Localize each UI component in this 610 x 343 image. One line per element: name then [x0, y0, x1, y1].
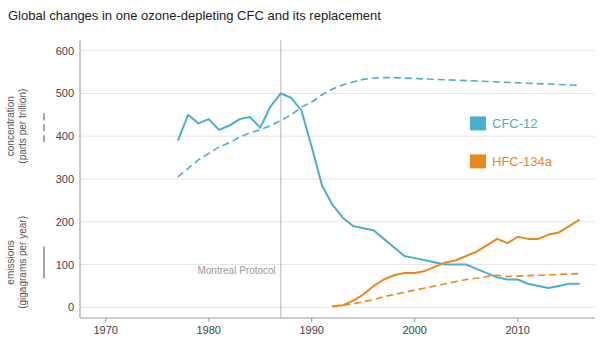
- x-tick-label: 1990: [300, 324, 324, 336]
- y-tick-label: 0: [68, 301, 74, 313]
- x-tick: [517, 318, 518, 322]
- y-tick-label: 100: [56, 259, 74, 271]
- grid-line: [80, 264, 595, 265]
- series-line: [332, 220, 579, 307]
- legend-swatch: [470, 154, 486, 168]
- series-line: [178, 78, 580, 177]
- title: Global changes in one ozone-depleting CF…: [8, 8, 381, 23]
- grid-line: [80, 307, 595, 308]
- chart: Global changes in one ozone-depleting CF…: [0, 0, 610, 343]
- annotation: Montreal Protocol: [197, 265, 275, 276]
- grid-line: [80, 93, 595, 94]
- grid-line: [80, 179, 595, 180]
- x-tick: [414, 318, 415, 322]
- annotation-line: [280, 40, 281, 318]
- x-tick: [105, 318, 106, 322]
- series-line: [178, 93, 580, 288]
- x-tick-label: 2000: [403, 324, 427, 336]
- series-line: [332, 274, 579, 307]
- grid-line: [80, 221, 595, 222]
- grid-line: [80, 50, 595, 51]
- y-label-line: concentration: [5, 96, 16, 156]
- y-label-line: (gigagrams per year): [17, 216, 28, 309]
- y-tick-label: 300: [56, 173, 74, 185]
- x-tick-label: 1970: [94, 324, 118, 336]
- y-tick-label: 200: [56, 216, 74, 228]
- y-label-line: emissions: [5, 240, 16, 284]
- x-tick-label: 2010: [506, 324, 530, 336]
- legend: CFC-12 HFC-134a: [470, 116, 553, 169]
- y-tick-label: 600: [56, 45, 74, 57]
- y-tick-label: 400: [56, 130, 74, 142]
- y-label: emissions(gigagrams per year): [5, 216, 44, 309]
- y-label-style-sample: [43, 246, 45, 278]
- legend-label: CFC-12: [492, 116, 538, 131]
- legend-swatch: [470, 116, 486, 130]
- y-label-line: (parts per trillion): [17, 89, 28, 164]
- y-label: concentration(parts per trillion): [5, 89, 44, 164]
- plot-area: [178, 40, 580, 318]
- x-tick-label: 1980: [197, 324, 221, 336]
- grid-line: [80, 136, 595, 137]
- x-tick: [311, 318, 312, 322]
- legend-label: HFC-134a: [492, 154, 553, 169]
- y-label-style-sample: [43, 110, 45, 142]
- x-tick: [208, 318, 209, 322]
- grid: [80, 51, 595, 308]
- y-tick-label: 500: [56, 87, 74, 99]
- y-axis: [80, 40, 81, 318]
